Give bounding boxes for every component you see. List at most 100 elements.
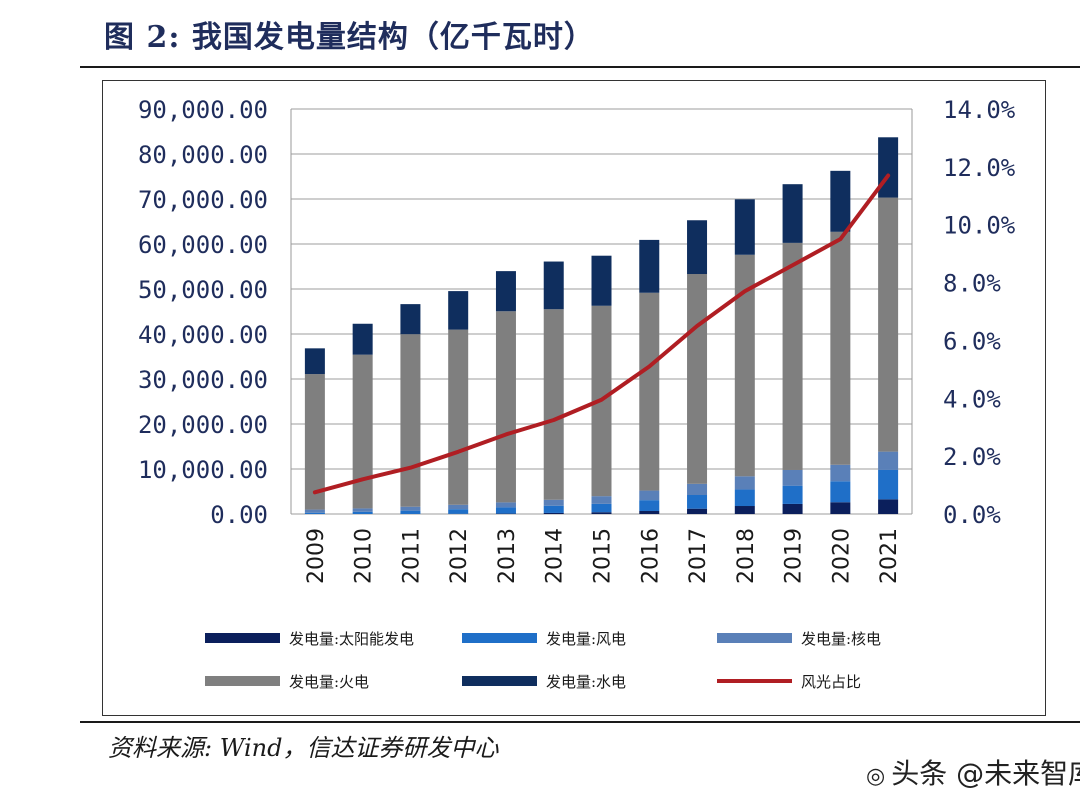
chart-frame bbox=[102, 80, 1046, 716]
legend-label: 发电量:太阳能发电 bbox=[289, 630, 414, 648]
bar-segment bbox=[400, 510, 421, 514]
bar-segment bbox=[352, 511, 373, 514]
bar-segment bbox=[448, 509, 469, 514]
bar-segment bbox=[639, 292, 660, 491]
y2-tick-label: 12.0% bbox=[943, 154, 1016, 182]
y2-tick-label: 0.0% bbox=[943, 501, 1001, 529]
y-tick-label: 80,000.00 bbox=[138, 141, 268, 169]
bar-segment bbox=[352, 508, 373, 512]
bar-segment bbox=[495, 502, 516, 508]
bar-segment bbox=[782, 469, 803, 486]
bar-segment bbox=[782, 242, 803, 470]
bar-segment bbox=[304, 374, 325, 510]
bar-segment bbox=[687, 220, 708, 275]
legend-label: 发电量:火电 bbox=[289, 673, 369, 691]
bar-segment bbox=[591, 503, 612, 513]
bar-segment bbox=[687, 494, 708, 509]
bar-segment bbox=[878, 137, 899, 198]
y2-tick-label: 10.0% bbox=[943, 212, 1016, 240]
y2-tick-label: 4.0% bbox=[943, 385, 1001, 413]
bar-segment bbox=[734, 489, 755, 507]
bar-segment bbox=[830, 170, 851, 232]
bar-segment bbox=[782, 184, 803, 243]
bar-segment bbox=[782, 503, 803, 514]
y-axis-right-ticks: 14.0% 12.0% 10.0% 8.0% 6.0% 4.0% 2.0% 0.0% bbox=[943, 96, 1016, 529]
bar-segment bbox=[878, 469, 899, 500]
y-tick-label: 90,000.00 bbox=[138, 96, 268, 124]
bar-segment bbox=[352, 354, 373, 509]
ratio-line bbox=[312, 173, 891, 495]
bar-segment bbox=[782, 485, 803, 504]
legend-swatch bbox=[462, 633, 537, 643]
legend-label: 发电量:水电 bbox=[546, 673, 626, 691]
bar-segment bbox=[543, 505, 564, 513]
x-tick-label: 2011 bbox=[399, 528, 424, 584]
bar-segment bbox=[543, 261, 564, 310]
bar-segment bbox=[830, 481, 851, 503]
bar-segment bbox=[639, 500, 660, 512]
bar-segment bbox=[448, 329, 469, 505]
x-tick-label: 2019 bbox=[782, 528, 807, 584]
x-tick-label: 2010 bbox=[352, 528, 377, 584]
bar-segment bbox=[830, 231, 851, 465]
bar-segment bbox=[734, 476, 755, 490]
y-tick-label: 50,000.00 bbox=[138, 276, 268, 304]
x-tick-label: 2012 bbox=[447, 528, 472, 584]
legend-label: 发电量:风电 bbox=[546, 630, 626, 648]
x-tick-label: 2014 bbox=[543, 528, 568, 584]
x-tick-label: 2021 bbox=[877, 528, 902, 584]
x-tick-label: 2015 bbox=[591, 528, 616, 584]
legend-label: 风光占比 bbox=[801, 673, 861, 691]
y-tick-label: 0.00 bbox=[210, 501, 268, 529]
bar-segment bbox=[687, 483, 708, 495]
bar-segment bbox=[400, 334, 421, 507]
y-tick-label: 10,000.00 bbox=[138, 456, 268, 484]
legend-swatch bbox=[205, 676, 280, 686]
x-tick-label: 2017 bbox=[686, 528, 711, 584]
x-axis-ticks: 2009 2010 2011 2012 2013 2014 2015 2016 2017 2018… bbox=[304, 528, 902, 584]
watermark: ◎ 头条 @未来智库 bbox=[860, 752, 1080, 792]
bar-segment bbox=[639, 490, 660, 501]
y-tick-label: 20,000.00 bbox=[138, 411, 268, 439]
bar-segment bbox=[495, 271, 516, 312]
figure-title: 图 2: 我国发电量结构（亿千瓦时） bbox=[104, 20, 595, 55]
y-tick-label: 30,000.00 bbox=[138, 366, 268, 394]
bar-segment bbox=[352, 323, 373, 355]
bar-segment bbox=[400, 304, 421, 335]
bar-segment bbox=[878, 197, 899, 452]
bar-segment bbox=[495, 507, 516, 514]
bar-segment bbox=[734, 506, 755, 514]
bar-segment bbox=[687, 274, 708, 484]
bar-segment bbox=[448, 504, 469, 510]
y-axis-left-ticks: 90,000.00 80,000.00 70,000.00 60,000.00 50,0… bbox=[138, 96, 268, 529]
x-tick-label: 2016 bbox=[638, 528, 663, 584]
y2-tick-label: 6.0% bbox=[943, 327, 1001, 355]
bars bbox=[304, 137, 899, 514]
bar-segment bbox=[448, 291, 469, 330]
bar-segment bbox=[304, 509, 325, 513]
y2-tick-label: 14.0% bbox=[943, 96, 1016, 124]
bar-segment bbox=[734, 254, 755, 477]
bar-segment bbox=[639, 239, 660, 293]
bar-segment bbox=[543, 499, 564, 506]
bottom-rule bbox=[80, 721, 1080, 723]
bar-segment bbox=[591, 255, 612, 306]
legend-label: 发电量:核电 bbox=[801, 630, 881, 648]
bar-segment bbox=[495, 311, 516, 503]
bar-segment bbox=[878, 451, 899, 470]
speech-bubble-icon: ◎ bbox=[866, 764, 886, 789]
bar-segment bbox=[543, 309, 564, 500]
y-tick-label: 40,000.00 bbox=[138, 321, 268, 349]
legend-swatch bbox=[205, 633, 280, 643]
y-tick-label: 70,000.00 bbox=[138, 186, 268, 214]
chart-svg: 90,000.00 80,000.00 70,000.00 60,000.00 50,0… bbox=[138, 96, 1016, 691]
bar-segment bbox=[687, 508, 708, 514]
bar-segment bbox=[830, 502, 851, 514]
y-tick-label: 60,000.00 bbox=[138, 231, 268, 259]
x-tick-label: 2013 bbox=[495, 528, 520, 584]
bar-segment bbox=[400, 506, 421, 511]
bar-segment bbox=[591, 496, 612, 504]
bar-segment bbox=[304, 512, 325, 514]
x-tick-label: 2009 bbox=[304, 528, 329, 584]
